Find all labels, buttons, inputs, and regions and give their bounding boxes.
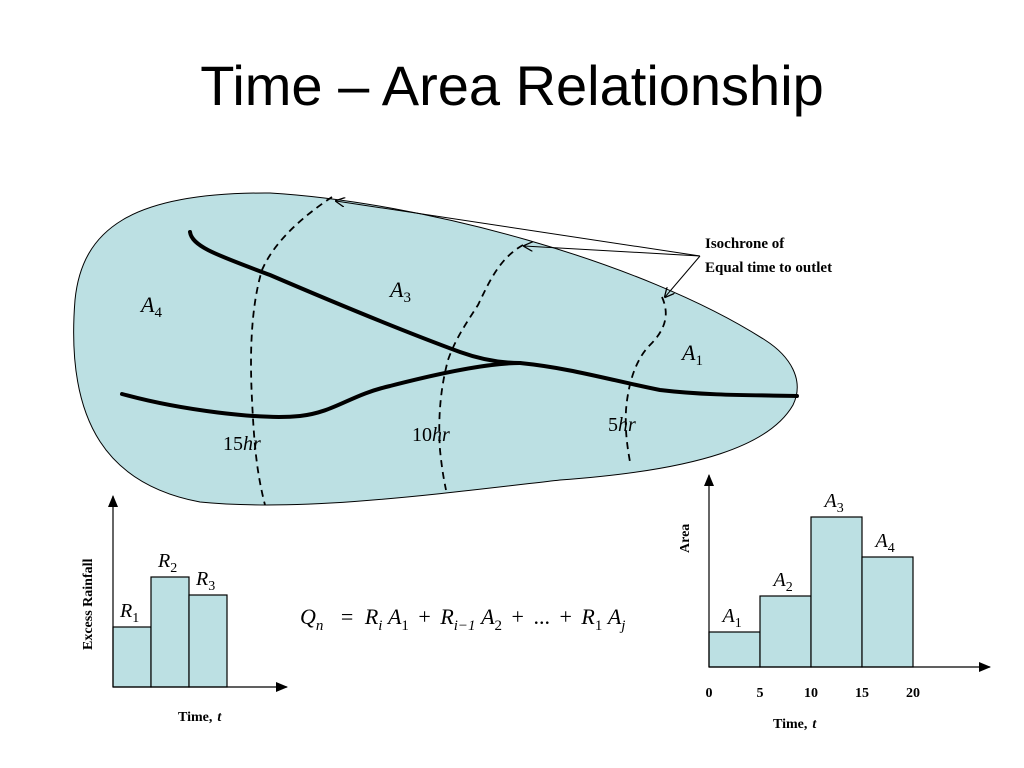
isochrone-10hr (438, 244, 524, 491)
rainfall-bar-label-2: R2 (157, 550, 177, 576)
isochrone-label-15hr: 15hr (223, 433, 261, 455)
isochrone-15hr (250, 196, 333, 506)
area-bar-4 (861, 556, 914, 668)
area-bar-label-1: A1 (721, 605, 742, 631)
rainfall-bar-3 (188, 594, 228, 688)
slide-title: Time – Area Relationship (200, 54, 824, 117)
area-x-tick-5: 5 (757, 686, 764, 701)
area-x-tick-labels: 0 5 10 15 20 (706, 686, 921, 701)
area-label-a3: A3 (388, 277, 411, 306)
area-y-axis-label: Area (678, 524, 693, 553)
area-bars: A1 A2 A3 A4 (708, 490, 914, 668)
callout-arrow-15hr (336, 201, 701, 257)
rainfall-bars: R1 R2 R3 (112, 550, 228, 688)
rainfall-bar-label-1: R1 (119, 600, 139, 626)
area-bar-label-3: A3 (823, 490, 844, 516)
area-label-a4: A4 (139, 292, 162, 321)
area-bar-3 (810, 516, 863, 668)
isochrone-label-10hr: 10hr (412, 424, 450, 446)
area-bar-label-2: A2 (772, 569, 793, 595)
rainfall-bar-label-3: R3 (195, 568, 215, 594)
rainfall-bar-2 (150, 576, 190, 688)
area-x-tick-20: 20 (906, 686, 920, 701)
rainfall-x-axis-label: Time, t (178, 710, 222, 725)
isochrone-5hr (624, 296, 667, 463)
isochrone-label-5hr: 5hr (608, 414, 636, 436)
area-bar-1 (708, 631, 761, 668)
area-x-tick-10: 10 (804, 686, 818, 701)
rainfall-chart: R1 R2 R3 Excess Rainfall Time, t (81, 495, 288, 725)
area-label-a1: A1 (680, 340, 703, 369)
main-stream (188, 230, 799, 398)
area-chart: A1 A2 A3 A4 Area 0 5 10 15 20 Time, t (678, 474, 991, 732)
watershed-diagram: A4 A3 A1 15hr 10hr 5hr Isochrone of Equa… (73, 192, 832, 506)
area-bar-label-4: A4 (874, 530, 895, 556)
runoff-formula: Qn = Ri A1 + Ri−1 A2 + ... + R1 Aj (300, 604, 625, 635)
rainfall-y-axis-label: Excess Rainfall (81, 559, 96, 651)
area-x-tick-0: 0 (706, 686, 713, 701)
area-x-axis-label: Time, t (773, 717, 817, 732)
callout-arrow-5hr (665, 255, 701, 297)
area-bar-2 (759, 595, 812, 668)
area-x-tick-15: 15 (855, 686, 869, 701)
tributary-stream (120, 361, 522, 419)
rainfall-bar-1 (112, 626, 152, 688)
isochrone-callout: Isochrone of Equal time to outlet (705, 236, 832, 276)
callout-arrow-10hr (524, 246, 701, 257)
